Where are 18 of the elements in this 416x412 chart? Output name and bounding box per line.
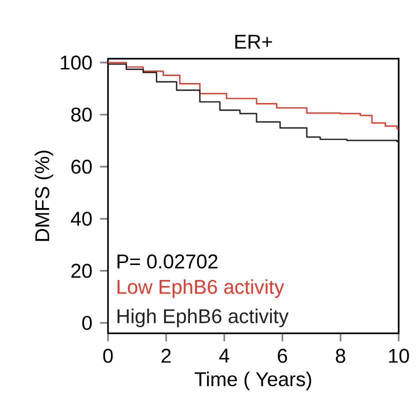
y-tick-label: 100 [60,56,92,70]
y-tick-label: 0 [82,316,92,330]
x-tick-label: 10 [389,348,409,363]
y-tick-label: 80 [71,108,92,122]
chart-title: ER+ [235,34,272,49]
text: High EphB6 activity [118,308,289,328]
x-axis-title: Time ( Years) [194,372,312,390]
x-tick-label: 8 [336,348,346,363]
x-tick-label: 0 [103,348,113,363]
y-tick-label: 40 [70,212,92,226]
x-tick-label: 4 [219,348,230,362]
y-axis-title: DMFS (%) [34,150,54,241]
text: Low EphB6 activity [118,279,284,298]
y-tick-label: 60 [71,160,92,174]
annotation: P= 0.02702 [118,254,218,269]
y-tick-label: 20 [71,264,92,278]
x-tick-label: 2 [162,348,171,363]
x-tick-label: 6 [278,348,288,363]
